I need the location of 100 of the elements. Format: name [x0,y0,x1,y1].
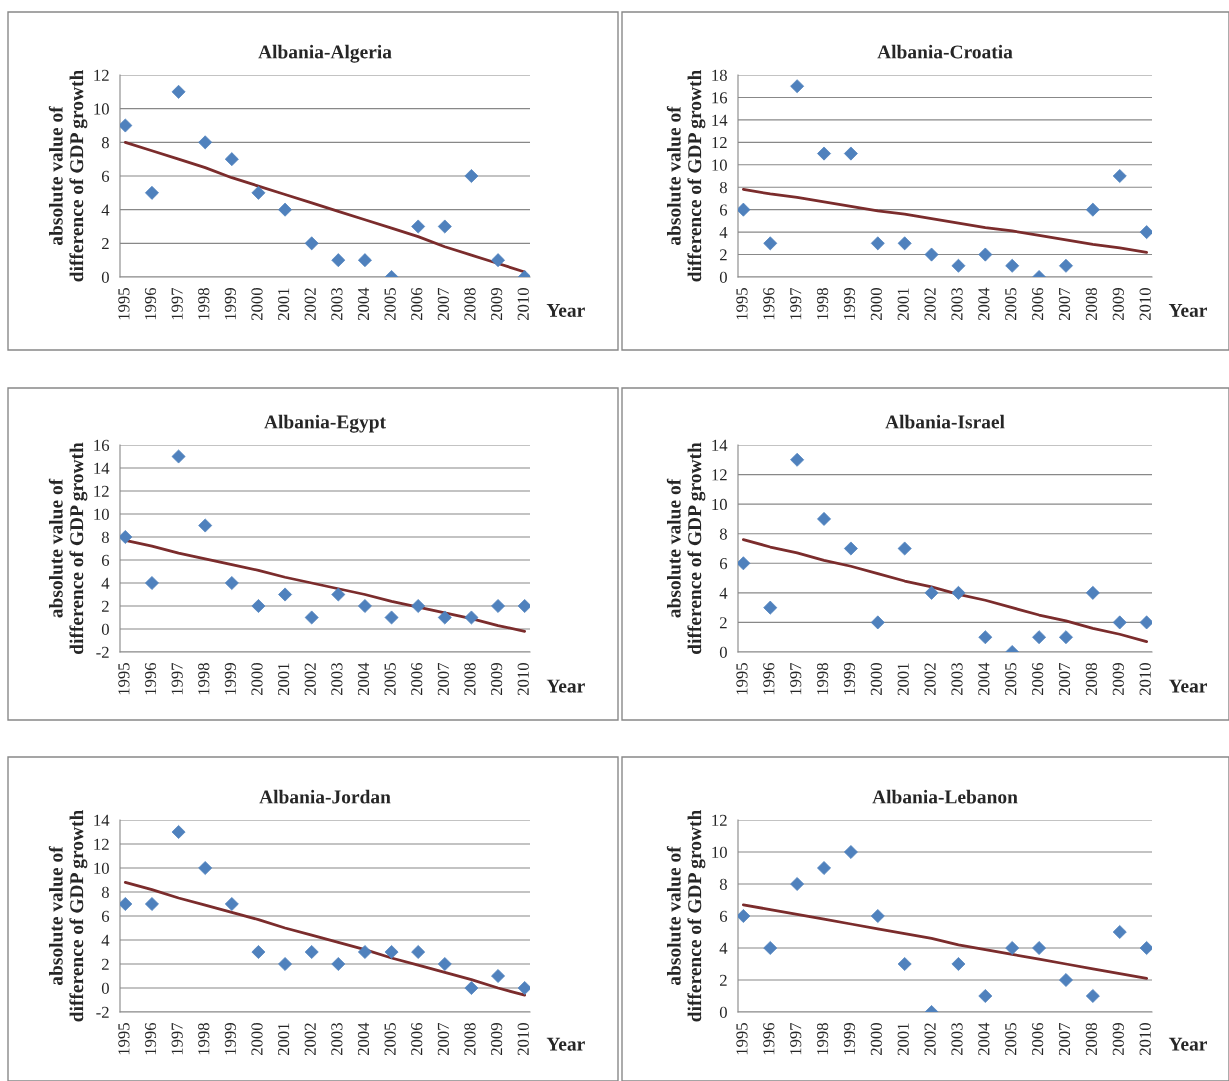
x-tick-label: 2008 [1085,663,1098,696]
x-tick-label: 2009 [490,288,503,321]
x-tick-label: 1997 [790,662,802,695]
y-tick-label: 10 [712,846,727,858]
x-tick-label: 2001 [897,1023,909,1056]
y-axis-title: absolute value of difference of GDP growth [48,69,88,282]
x-tick-label: 2001 [897,288,909,321]
x-tick-label: 2004 [357,662,370,696]
y-tick-label: 12 [94,485,109,497]
x-tick-label: 1999 [224,663,236,695]
x-tick-label: 2005 [384,1023,396,1056]
x-tick-label: 2010 [1139,288,1151,321]
x-tick-label: 2007 [437,1022,449,1056]
x-tick-label: 1999 [843,1023,856,1055]
x-tick-label: 2000 [251,1023,263,1056]
x-tick-label: 2005 [384,288,396,321]
y-tick-label: -2 [96,646,109,658]
x-tick-label: 2005 [1005,288,1017,321]
y-tick-label: 2 [719,249,727,261]
x-tick-label: 2010 [1139,663,1151,696]
x-tick-label: 1998 [198,1023,210,1055]
x-tick-label: 2003 [951,1023,963,1056]
y-tick-label: 2 [101,600,109,612]
x-tick-label: 1996 [144,662,157,695]
y-tick-label: 10 [712,159,727,171]
y-tick-label: 4 [719,942,728,954]
x-tick-label: 2000 [870,1023,882,1056]
y-tick-label: 0 [101,982,109,994]
x-axis-title: Year [546,1037,585,1051]
x-tick-label: 2004 [978,287,990,321]
y-tick-label: 2 [101,958,109,970]
y-tick-label: 6 [719,558,728,570]
x-tick-label: 2008 [1085,288,1098,321]
x-tick-label: 2009 [1112,288,1124,321]
y-axis-title: absolute value of difference of GDP growth [666,69,706,282]
y-tick-label: 2 [719,617,727,629]
x-tick-label: 1997 [171,662,183,695]
y-tick-label: 14 [94,462,110,474]
x-tick-label: 2008 [464,1023,476,1056]
y-tick-label: 0 [719,271,727,283]
point [517,981,530,995]
x-tick-label: 1999 [224,1023,236,1055]
x-tick-label: 2007 [437,287,449,321]
chart-title: Albania-Israel [885,414,1005,429]
x-tick-label: 2002 [924,1023,936,1056]
x-tick-label: 1997 [790,287,802,320]
x-tick-label: 1995 [118,288,130,320]
x-tick-label: 2004 [978,662,990,696]
y-tick-label: 4 [101,577,110,589]
y-tick-label: 8 [101,531,109,543]
y-tick-label: 8 [101,137,109,149]
x-tick-label: 2002 [924,288,936,321]
y-tick-label: 4 [101,204,110,216]
x-tick-label: 1997 [171,287,183,320]
x-tick-label: 2005 [384,663,396,696]
line-series [741,188,1149,254]
x-tick-label: 2006 [411,287,423,321]
y-tick-label: 8 [719,528,727,540]
x-tick-label: 1999 [843,288,856,320]
x-tick-label: 2007 [1058,1022,1071,1056]
y-tick-label: 4 [719,587,728,599]
x-tick-label: 2006 [1032,1022,1044,1056]
x-tick-label: 2007 [1058,662,1071,696]
x-tick-label: 2003 [331,663,343,696]
x-tick-label: 2001 [277,1023,290,1056]
x-tick-label: 1996 [763,662,775,695]
x-tick-label: 2009 [1112,663,1124,696]
x-tick-label: 1998 [198,288,210,320]
chart-title: Albania-Algeria [258,44,392,63]
point [817,146,831,161]
x-tick-label: 2003 [331,1023,343,1056]
y-tick-label: 12 [94,69,109,81]
x-axis-title: Year [1168,679,1207,693]
chart-title: Albania-Jordan [259,789,391,804]
x-tick-label: 1998 [816,1023,829,1055]
y-tick-label: 6 [101,170,110,182]
x-tick-label: 2000 [251,288,263,321]
x-tick-label: 2010 [517,1023,529,1056]
x-tick-label: 2006 [411,662,423,696]
point [464,169,479,183]
y-tick-label: 16 [94,439,110,451]
y-tick-label: -2 [96,1006,109,1018]
y-tick-label: 0 [719,646,727,658]
y-tick-label: 4 [719,226,728,238]
y-tick-label: 0 [719,1006,727,1018]
chart-title: Albania-Egypt [264,414,386,433]
x-tick-label: 1995 [736,663,748,695]
x-tick-label: 2004 [357,1022,370,1056]
chart-title: Albania-Lebanon [872,789,1018,804]
x-tick-label: 2010 [1139,1023,1151,1056]
y-tick-label: 2 [719,974,727,986]
x-tick-label: 1998 [816,663,829,695]
y-tick-label: 12 [712,137,727,149]
x-tick-label: 2002 [924,663,936,696]
x-tick-label: 1995 [736,1023,748,1055]
y-tick-label: 0 [101,271,109,283]
x-tick-label: 2003 [951,288,963,321]
y-tick-label: 12 [712,814,727,826]
x-tick-label: 2009 [1112,1023,1124,1056]
x-tick-label: 2008 [464,663,476,696]
